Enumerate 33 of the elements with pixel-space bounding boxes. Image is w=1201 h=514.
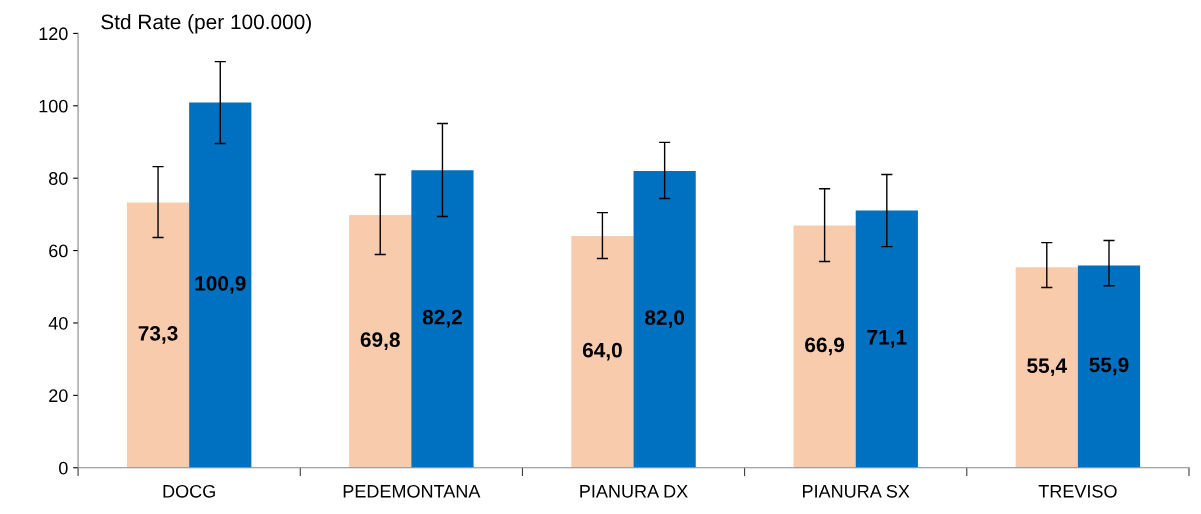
bar bbox=[189, 102, 252, 468]
bar bbox=[349, 215, 412, 468]
x-tick-label: PIANURA DX bbox=[580, 485, 688, 498]
y-tick-label: 20 bbox=[49, 389, 68, 403]
x-tick-label: PIANURA SX bbox=[803, 484, 910, 498]
bar bbox=[126, 202, 190, 468]
bar bbox=[411, 170, 474, 468]
bar bbox=[1015, 267, 1078, 468]
bar bbox=[793, 225, 856, 468]
data-label: 82,2 bbox=[422, 309, 462, 328]
y-tick-label: 40 bbox=[48, 316, 68, 330]
data-label: 100,9 bbox=[195, 275, 246, 294]
data-label: 73,3 bbox=[138, 325, 178, 344]
y-tick-label: 60 bbox=[49, 244, 68, 258]
data-label: 64,0 bbox=[582, 342, 622, 361]
x-tick-label: TREVISO bbox=[1038, 484, 1117, 498]
data-label: 66,9 bbox=[805, 337, 845, 356]
data-label: 71,1 bbox=[867, 330, 907, 348]
y-tick-label: 100 bbox=[39, 99, 68, 113]
data-label: 69,8 bbox=[360, 332, 400, 351]
y-tick-label: 120 bbox=[39, 27, 68, 41]
y-tick-label: 80 bbox=[49, 172, 68, 185]
x-tick-label: PEDEMONTANA bbox=[343, 484, 481, 498]
chart-title: Std Rate (per 100.000) bbox=[101, 13, 311, 34]
bar bbox=[855, 210, 918, 468]
bar bbox=[571, 236, 634, 468]
bar bbox=[633, 170, 696, 468]
data-label: 55,9 bbox=[1089, 357, 1129, 376]
y-tick-label: 0 bbox=[59, 461, 68, 475]
data-label: 55,4 bbox=[1027, 358, 1067, 377]
bar bbox=[1077, 265, 1141, 468]
data-label: 82,0 bbox=[645, 310, 685, 328]
x-tick-label: DOCG bbox=[163, 484, 215, 498]
